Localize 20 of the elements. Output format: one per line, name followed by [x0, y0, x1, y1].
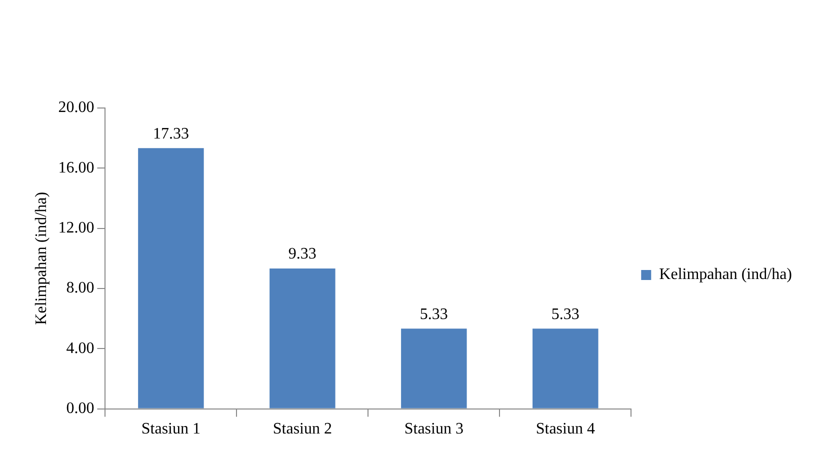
data-label: 17.33 — [152, 125, 189, 142]
y-tick-label: 0.00 — [66, 400, 94, 418]
y-tick-label: 20.00 — [58, 99, 94, 116]
data-label: 5.33 — [551, 306, 580, 323]
data-label: 9.33 — [288, 246, 316, 263]
legend-label: Kelimpahan (ind/ha) — [659, 266, 792, 284]
bar — [138, 148, 204, 408]
y-tick-label: 12.00 — [58, 220, 94, 237]
bar — [270, 268, 336, 408]
bar — [401, 328, 467, 408]
x-tick-label: Stasiun 3 — [404, 420, 464, 438]
y-tick-label: 8.00 — [66, 280, 94, 297]
data-label: 5.33 — [420, 306, 448, 323]
x-tick-label: Stasiun 2 — [272, 420, 332, 438]
bar — [532, 328, 598, 408]
y-tick-label: 16.00 — [58, 159, 94, 176]
x-tick-label: Stasiun 1 — [141, 420, 201, 438]
x-tick-label: Stasiun 4 — [536, 420, 595, 438]
y-tick-label: 4.00 — [66, 340, 94, 357]
y-axis-title: Kelimpahan (ind/ha) — [32, 192, 50, 325]
